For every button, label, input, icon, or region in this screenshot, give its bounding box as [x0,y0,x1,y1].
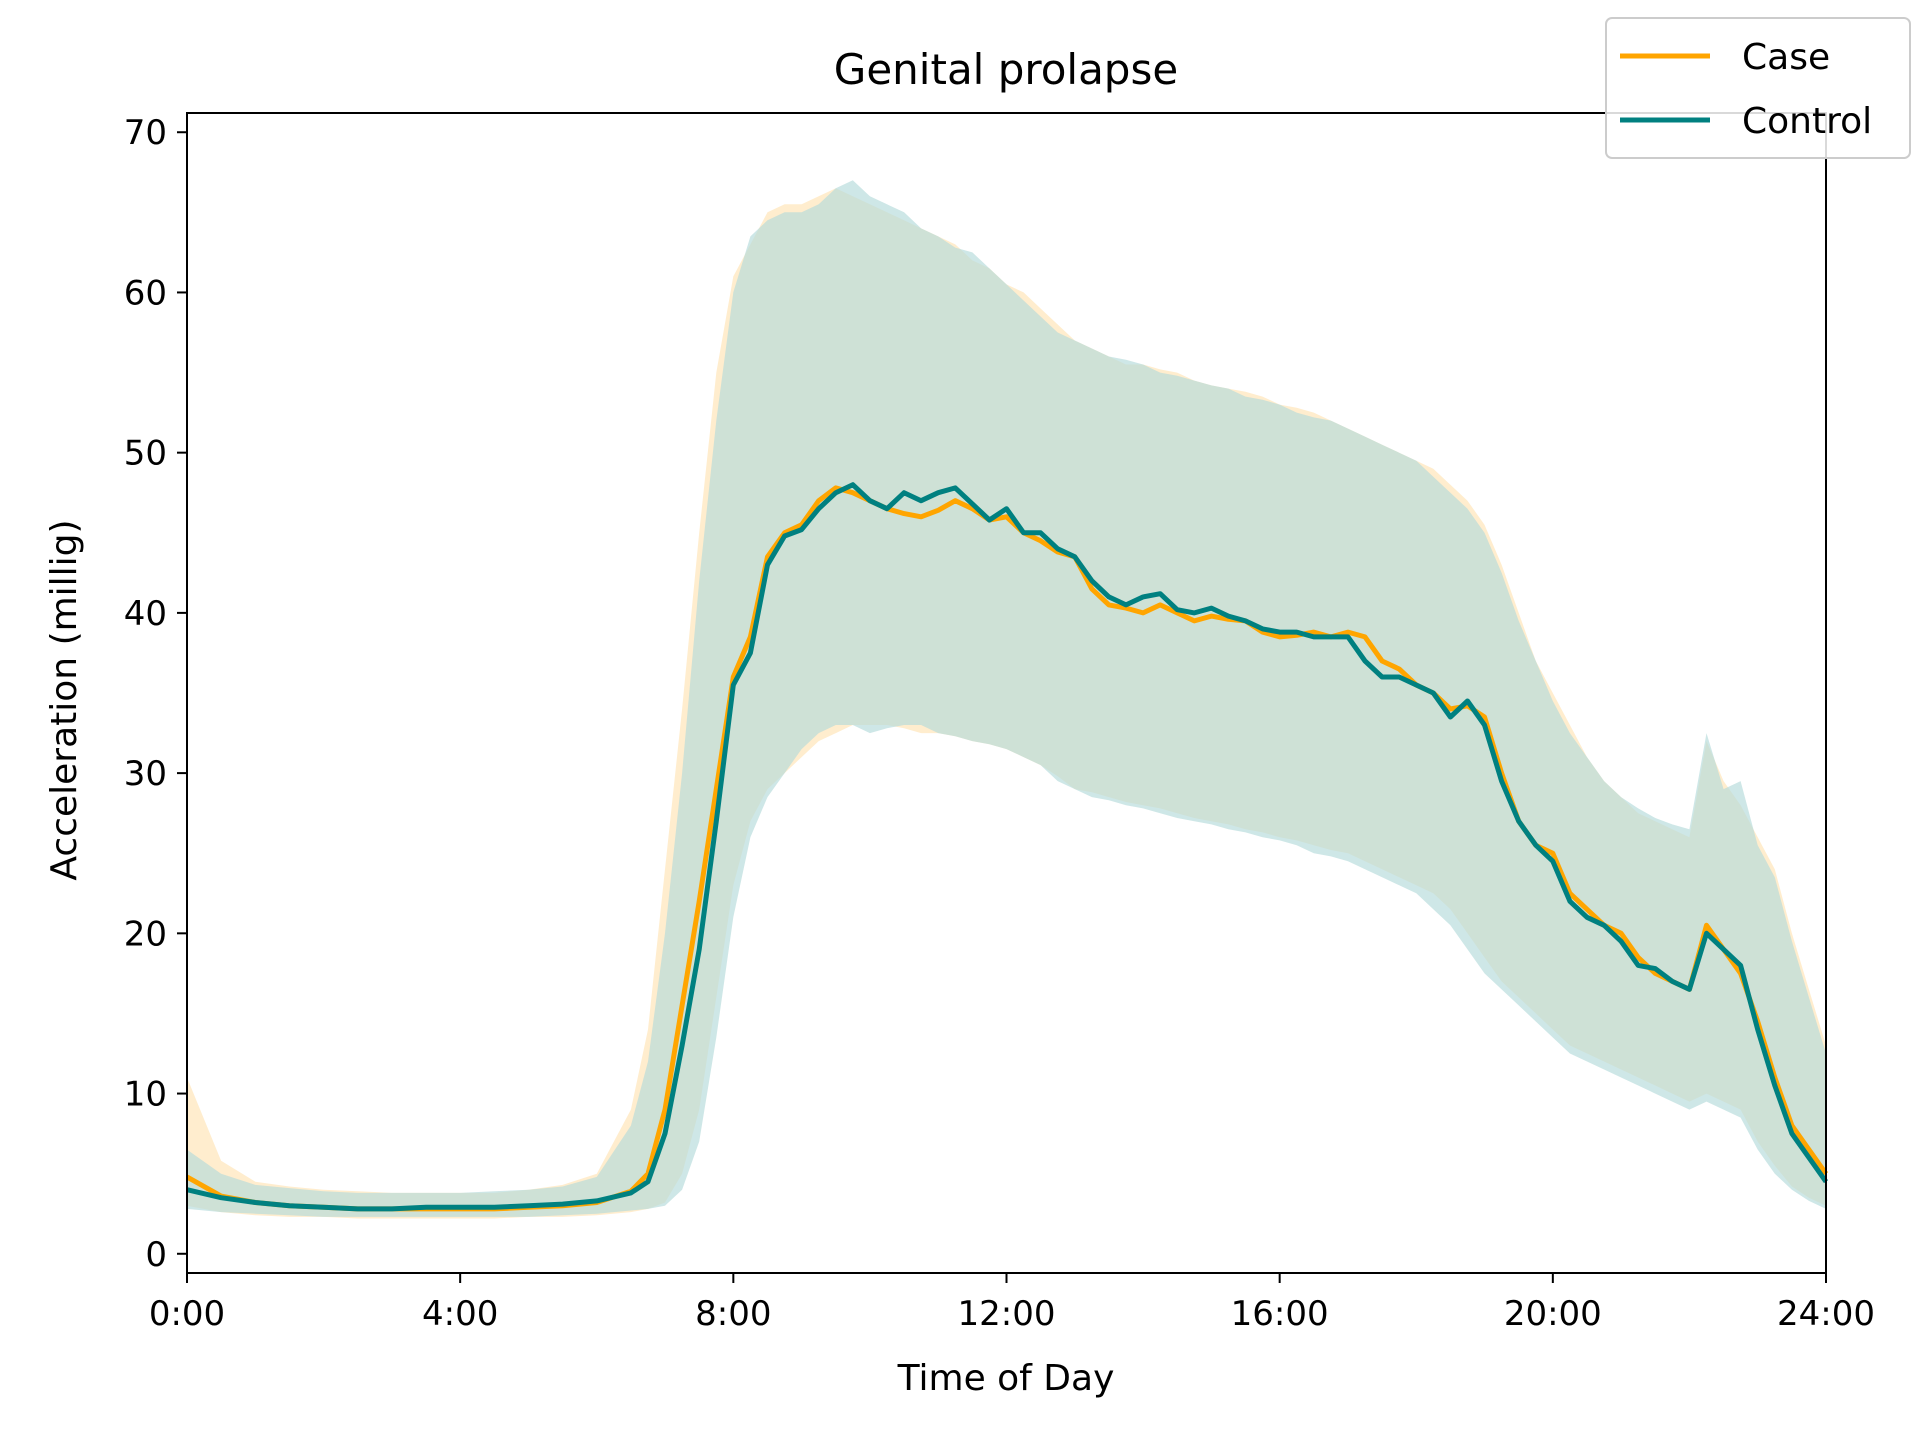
confidence-bands [187,180,1826,1219]
x-tick-label: 16:00 [1231,1294,1329,1334]
x-axis-ticks: 0:00 4:00 8:00 12:00 16:00 20:00 24:00 [149,1273,1875,1334]
y-tick-label: 30 [124,754,167,794]
y-axis-label: Acceleration (millig) [44,519,85,880]
y-tick-label: 0 [145,1235,167,1275]
y-tick-label: 60 [124,273,167,313]
y-tick-label: 70 [124,113,167,153]
x-tick-label: 0:00 [149,1294,225,1334]
case-series-line [185,485,1829,1212]
y-tick-label: 40 [124,594,167,634]
control-series-line [186,482,1829,1212]
x-axis-label: Time of Day [897,1358,1115,1399]
x-tick-label: 4:00 [422,1294,498,1334]
control-confidence-band [187,180,1826,1217]
y-tick-label: 10 [124,1075,167,1115]
series-lines [185,482,1829,1212]
legend: Case Control [1605,17,1911,159]
y-tick-label: 50 [124,434,167,474]
x-tick-label: 12:00 [958,1294,1056,1334]
x-tick-label: 8:00 [695,1294,771,1334]
x-tick-label: 20:00 [1504,1294,1602,1334]
legend-label-case: Case [1742,37,1830,78]
legend-box [1605,17,1911,159]
y-tick-label: 20 [124,914,167,954]
legend-label-control: Control [1742,101,1872,142]
chart-title: Genital prolapse [834,45,1178,94]
y-axis-ticks: 0 10 20 30 40 50 60 70 [124,113,187,1275]
x-tick-label: 24:00 [1777,1294,1875,1334]
